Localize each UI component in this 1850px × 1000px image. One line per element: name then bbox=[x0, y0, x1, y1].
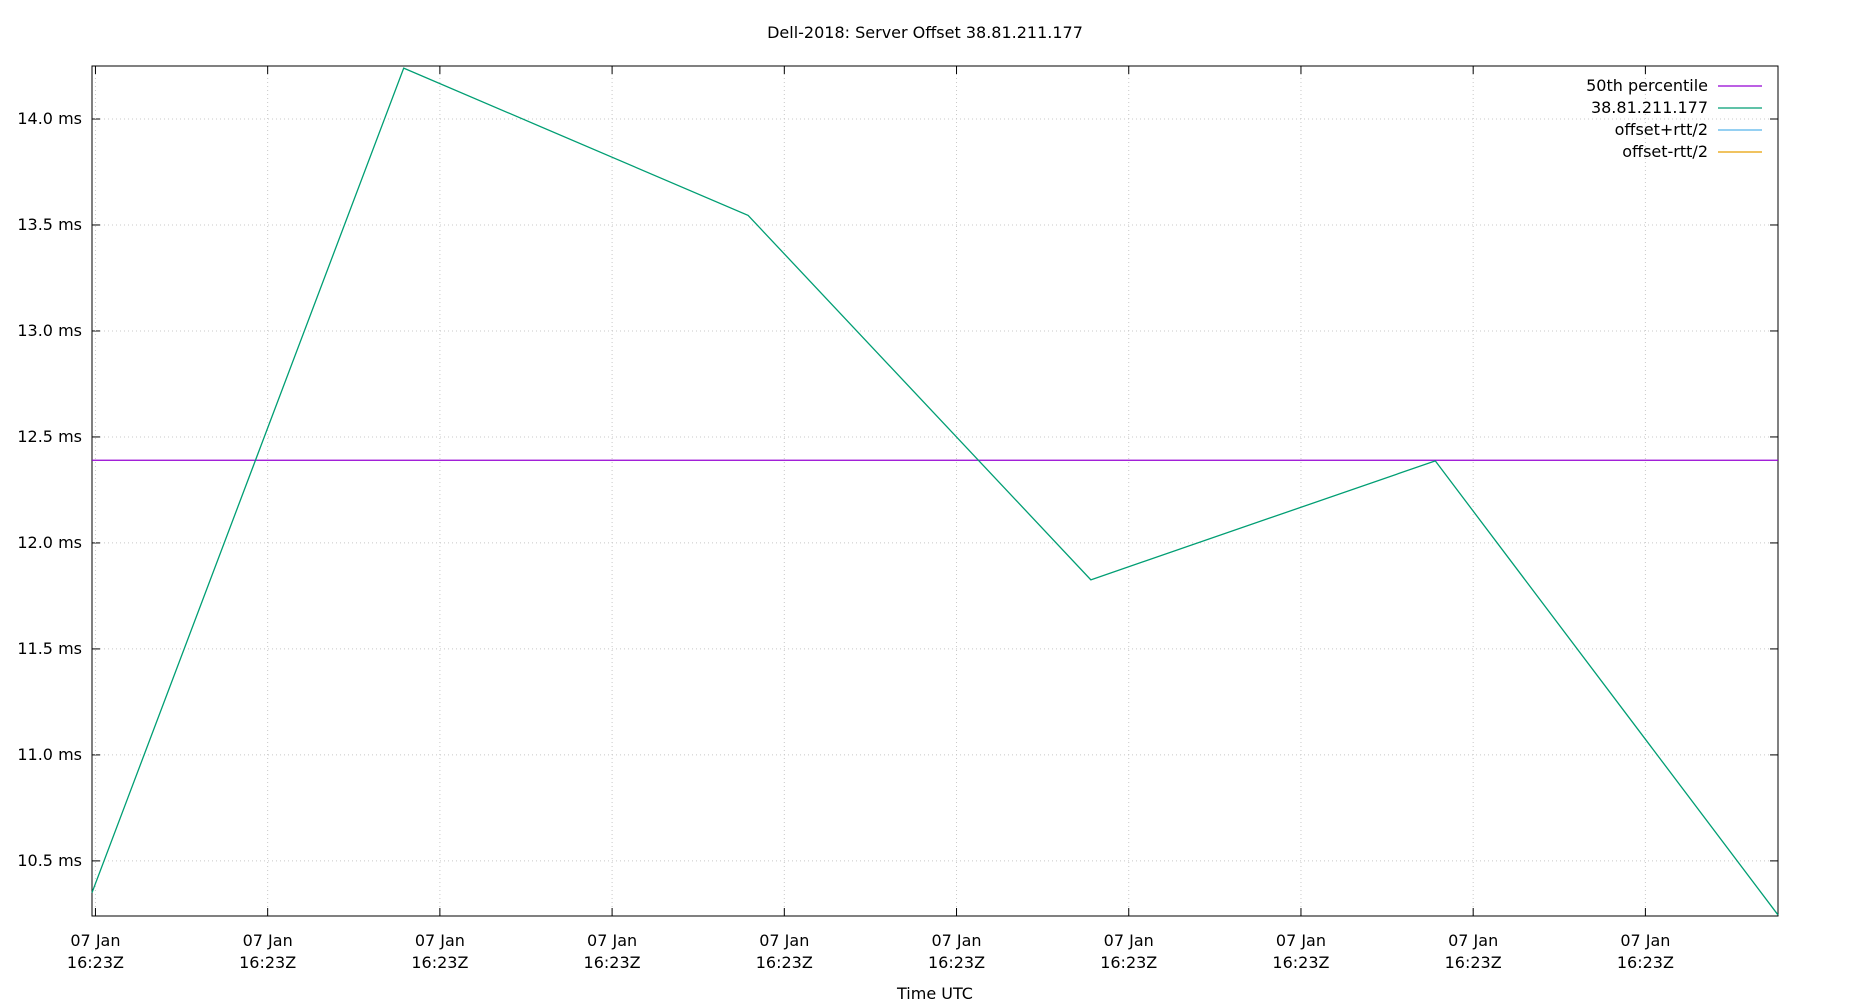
x-tick-label: 07 Jan 16:23Z bbox=[1100, 931, 1158, 972]
y-tick-label: 12.5 ms bbox=[17, 426, 82, 446]
legend-label: offset-rtt/2 bbox=[1622, 142, 1708, 161]
x-axis-label: Time UTC bbox=[897, 984, 973, 1000]
legend-label: 50th percentile bbox=[1586, 76, 1708, 95]
series-line bbox=[91, 67, 1779, 916]
y-tick-label: 11.5 ms bbox=[17, 638, 82, 658]
x-tick-label: 07 Jan 16:23Z bbox=[927, 931, 986, 972]
chart-title: Dell-2018: Server Offset 38.81.211.177 bbox=[767, 23, 1083, 42]
x-tick-label: 07 Jan 16:23Z bbox=[66, 931, 124, 972]
x-tick-label: 07 Jan 16:23Z bbox=[239, 931, 297, 972]
x-tick-label: 07 Jan 16:23Z bbox=[755, 931, 813, 972]
x-tick-label: 07 Jan 16:23Z bbox=[411, 931, 469, 972]
y-tick-label: 13.5 ms bbox=[17, 214, 82, 234]
x-tick-label: 07 Jan 16:23Z bbox=[583, 931, 641, 972]
y-tick-label: 11.0 ms bbox=[17, 744, 82, 764]
y-tick-label: 14.0 ms bbox=[17, 108, 82, 128]
legend-label: 38.81.211.177 bbox=[1590, 98, 1708, 117]
legend-label: offset+rtt/2 bbox=[1614, 120, 1708, 139]
plot-border bbox=[91, 65, 1779, 917]
x-tick-label: 07 Jan 16:23Z bbox=[1272, 931, 1330, 972]
x-tick-label: 07 Jan 16:23Z bbox=[1444, 931, 1502, 972]
x-tick-label: 07 Jan 16:23Z bbox=[1616, 931, 1674, 972]
y-tick-label: 13.0 ms bbox=[17, 320, 82, 340]
y-tick-label: 12.0 ms bbox=[17, 532, 82, 552]
y-tick-label: 10.5 ms bbox=[17, 850, 82, 870]
